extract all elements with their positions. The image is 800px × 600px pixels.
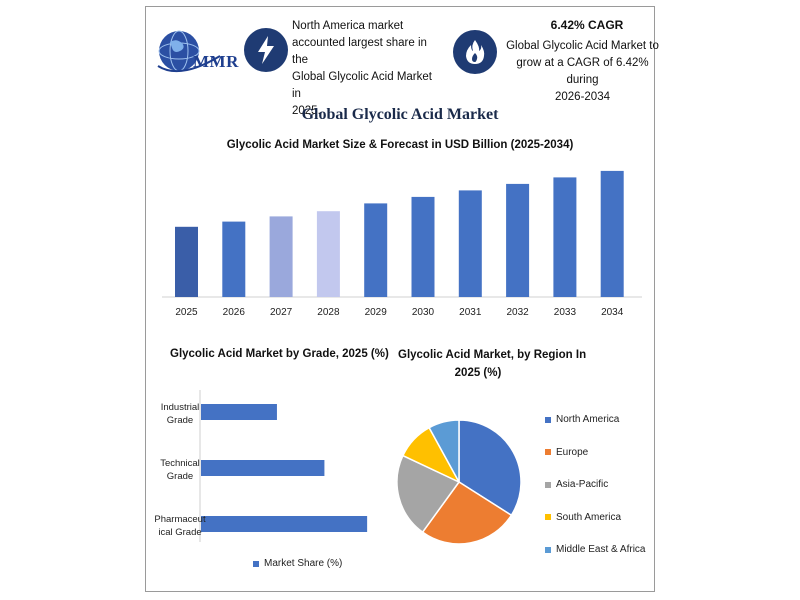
info-left-line: accounted largest share in the: [292, 37, 427, 66]
pie-chart-title: Glycolic Acid Market, by Region In 2025 …: [398, 346, 587, 382]
bar: [364, 203, 388, 297]
bar-chart-title: Glycolic Acid Market Size & Forecast in …: [226, 139, 574, 151]
x-tick-label: 2028: [317, 307, 340, 318]
x-tick-label: 2029: [365, 307, 388, 318]
pie-legend-item: North America: [545, 414, 619, 425]
info-left-line: 2025.: [292, 105, 321, 117]
pie-legend-swatch: [545, 514, 551, 520]
info-right-text: Global Glycolic Acid Market to grow at a…: [500, 38, 665, 106]
info-right-line: Global Glycolic Acid Market to: [506, 40, 659, 52]
hbar-legend-label: Market Share (%): [264, 558, 343, 569]
bar: [411, 196, 435, 297]
y-tick-label: ical Grade: [158, 527, 201, 538]
pie-legend-swatch: [545, 449, 551, 455]
hbar: [201, 404, 277, 420]
y-tick-label: Grade: [167, 471, 193, 482]
hbar: [201, 516, 368, 532]
bar: [506, 183, 530, 297]
bar: [316, 211, 340, 297]
pie-legend-item: Asia-Pacific: [545, 479, 608, 490]
hbar: [201, 460, 325, 476]
pie-legend-swatch: [545, 481, 551, 488]
info-left-text: North America market accounted largest s…: [292, 18, 442, 120]
pie-legend-label: South America: [556, 511, 622, 523]
x-tick-label: 2032: [506, 307, 529, 318]
x-tick-label: 2034: [601, 307, 624, 318]
pie-legend-label: North America: [556, 414, 620, 425]
y-tick-label: Pharmaceut: [154, 514, 206, 525]
pie-legend-item: South America: [545, 512, 621, 523]
bar: [553, 177, 577, 297]
hbar-chart: Industrial Grade Technical Grade Pharmaceut i…: [154, 390, 368, 542]
flame-icon: [453, 30, 497, 74]
info-right-line: 2026-2034: [555, 91, 610, 103]
y-tick-label: Industrial: [161, 402, 200, 413]
y-tick-label: Grade: [167, 415, 193, 426]
pie-slice: [428, 419, 460, 483]
bar: [222, 221, 246, 297]
x-tick-label: 2027: [270, 307, 293, 318]
pie-slice: [421, 480, 513, 545]
pie-legend-item: Middle East & Africa: [545, 544, 645, 555]
pie-legend-item: Europe: [545, 447, 588, 458]
bar: [269, 216, 293, 297]
pie-title-line: 2025 (%): [454, 367, 502, 379]
hbar-chart-title: Glycolic Acid Market by Grade, 2025 (%): [170, 348, 389, 360]
info-left-line: Global Glycolic Acid Market in: [292, 71, 432, 100]
x-tick-label: 2026: [223, 307, 246, 318]
logo-text: MMR: [193, 52, 239, 71]
pie-title-line: Glycolic Acid Market, by Region In: [398, 349, 587, 361]
lightning-icon: [244, 28, 288, 72]
hbar-legend: Market Share (%): [253, 558, 342, 569]
x-tick-label: 2025: [175, 307, 198, 318]
bar: [600, 170, 624, 297]
pie-legend-label: Asia-Pacific: [556, 479, 609, 490]
bar: [458, 190, 482, 297]
globe-logo-icon: [157, 30, 221, 73]
bar: [175, 226, 198, 297]
y-tick-label: Technical: [160, 458, 200, 469]
hbar-legend-swatch: [253, 560, 259, 567]
info-left-line: North America market: [292, 20, 404, 32]
bar-chart: 2025 2026 2027 2028 2029 2030 2031 2032 2033 2034: [162, 170, 642, 318]
cagr-heading: 6.42% CAGR: [550, 18, 624, 32]
pie-legend-label: Middle East & Africa: [556, 544, 646, 555]
pie-chart: [396, 419, 522, 545]
info-right-line: grow at a CAGR of 6.42% during: [516, 57, 649, 86]
pie-legend-swatch: [545, 546, 551, 553]
x-tick-label: 2031: [459, 307, 482, 318]
pie-legend-swatch: [545, 416, 551, 423]
page-title: Global Glycolic Acid Market: [301, 106, 499, 123]
x-tick-label: 2033: [554, 307, 577, 318]
pie-legend-label: Europe: [556, 446, 589, 458]
x-tick-label: 2030: [412, 307, 435, 318]
